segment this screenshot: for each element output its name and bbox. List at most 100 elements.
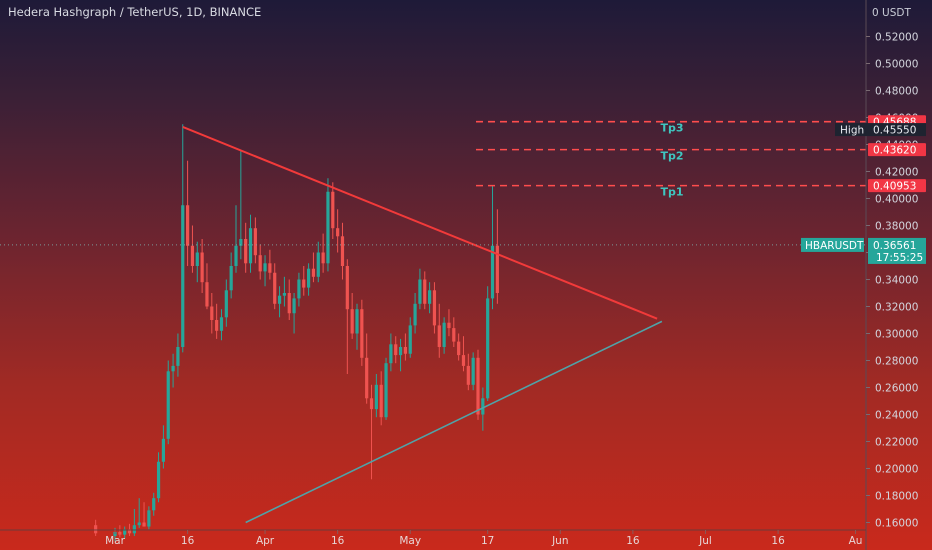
candle	[437, 303, 441, 358]
target-label: Tp1	[660, 186, 683, 199]
candle	[219, 309, 224, 341]
candle	[171, 353, 175, 388]
y-tick: 0.32000	[866, 302, 918, 314]
candle-body	[336, 228, 340, 237]
candle	[152, 492, 156, 516]
candle	[374, 374, 378, 418]
candle-body	[258, 255, 262, 272]
candle-body	[490, 245, 495, 299]
candle-body	[297, 279, 301, 299]
y-tick: 0.30000	[866, 329, 918, 341]
candle-body	[471, 357, 475, 385]
x-tick: Mar	[105, 530, 126, 547]
x-tick-label: Apr	[256, 535, 275, 547]
time-axis[interactable]: Mar 16 Apr 16 May 17 Jun 16 Jul 16 Au	[0, 529, 866, 547]
y-tick-label: 0.18000	[875, 491, 918, 503]
high-tag-bg	[835, 123, 926, 137]
candle-body	[239, 239, 243, 246]
candle	[321, 233, 325, 273]
last-price-text: 0.36561	[873, 240, 916, 252]
symbol-tag[interactable]: HBARUSDT	[801, 237, 864, 252]
candle-body	[331, 191, 335, 229]
candle	[297, 272, 301, 307]
candle-body	[486, 298, 490, 399]
candle-body	[132, 525, 136, 534]
candle	[147, 506, 151, 530]
candle-body	[389, 344, 393, 364]
candle-body	[481, 398, 485, 415]
candle	[302, 266, 306, 296]
candle	[205, 263, 209, 310]
candle-body	[229, 266, 233, 291]
target-tp2[interactable]: Tp2	[476, 148, 866, 163]
candle	[394, 336, 398, 364]
tp1-price-tag[interactable]: 0.40953	[868, 179, 926, 193]
candles-layer	[94, 124, 499, 542]
x-tick-label: Mar	[105, 535, 125, 547]
y-tick-label: 0.48000	[875, 86, 918, 98]
candle-body	[210, 306, 214, 320]
target-tp1[interactable]: Tp1	[476, 184, 866, 199]
candle	[273, 263, 277, 310]
candle	[186, 160, 190, 266]
candle	[195, 241, 199, 283]
currency-unit: USDT	[882, 7, 911, 19]
candle-body	[142, 522, 146, 527]
candle-body	[190, 245, 195, 266]
target-tp3[interactable]: Tp3	[476, 120, 866, 135]
y-tick-label: 0.20000	[875, 464, 918, 476]
y-tick: 0.34000	[866, 275, 918, 287]
candle	[287, 279, 291, 320]
candle	[123, 526, 127, 539]
candle-body	[181, 205, 185, 347]
y-tick-label: 0.38000	[875, 221, 918, 233]
resistance-trendline[interactable]	[182, 126, 658, 320]
high-price-tag[interactable]: High 0.45550	[835, 123, 926, 137]
candle-body	[186, 205, 190, 246]
candle-body	[273, 272, 277, 304]
candle-body	[350, 309, 354, 334]
x-tick-label: 17	[481, 535, 494, 547]
candle-body	[118, 531, 122, 535]
y-tick-label: 0.40000	[875, 194, 918, 206]
candle	[248, 214, 253, 273]
candle	[311, 252, 316, 283]
candle	[413, 293, 417, 334]
candle	[486, 286, 490, 401]
candle-body	[248, 228, 253, 264]
candle	[476, 349, 480, 420]
x-tick-label: May	[399, 535, 421, 547]
candle	[268, 249, 272, 280]
y-tick: 0.24000	[866, 410, 918, 422]
candle-body	[423, 279, 427, 304]
candle	[282, 276, 286, 307]
tp2-price-tag[interactable]: 0.43620	[868, 143, 926, 157]
candle	[118, 525, 122, 538]
candle-body	[369, 398, 374, 410]
candle-body	[263, 263, 267, 272]
support-trendline[interactable]	[245, 320, 663, 524]
target-label: Tp3	[660, 122, 683, 135]
price-axis[interactable]: 0 USDT0.520000.500000.480000.460000.4400…	[865, 0, 918, 550]
chart-title: Hedera Hashgraph / TetherUS, 1D, BINANCE	[8, 5, 262, 19]
tp1-price-tag-text: 0.40953	[873, 181, 916, 193]
candle-body	[408, 325, 412, 354]
candle	[132, 509, 136, 536]
candle-body	[476, 357, 480, 415]
currency-label: 0 USDT	[872, 7, 911, 19]
x-tick: 16	[771, 530, 785, 547]
candle	[360, 299, 364, 366]
candle	[229, 252, 233, 299]
candle	[215, 303, 219, 339]
candle-body	[268, 263, 272, 273]
y-tick-label: 0.52000	[875, 32, 918, 44]
candle	[326, 178, 330, 272]
y-tick-label: 0.28000	[875, 356, 918, 368]
candle	[263, 255, 267, 287]
candle-body	[161, 438, 165, 462]
candle-body	[307, 268, 311, 288]
y-tick-label: 0.30000	[875, 329, 918, 341]
